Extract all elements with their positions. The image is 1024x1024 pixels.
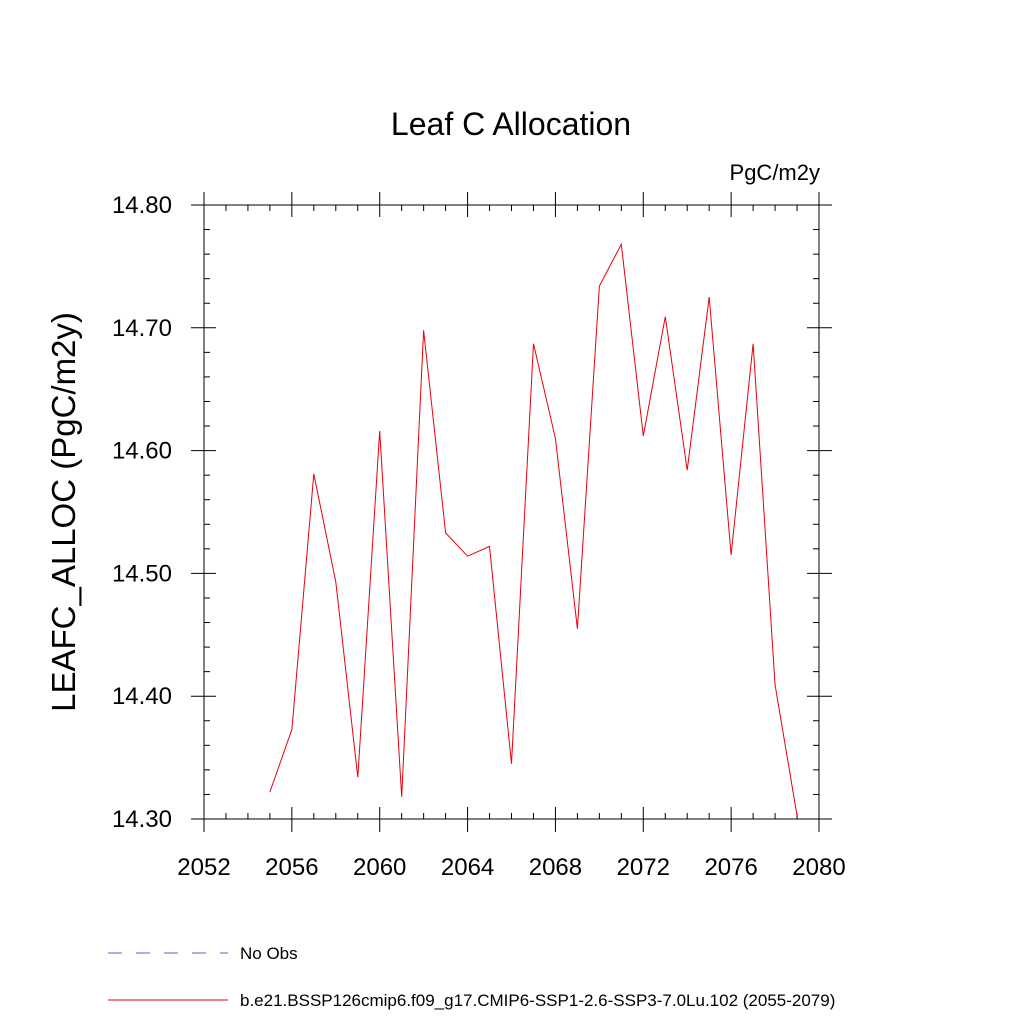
x-tick-label: 2060 [353, 854, 406, 881]
series-layer [269, 242, 798, 816]
plot-frame [203, 204, 820, 820]
y-tick-label: 14.50 [112, 560, 172, 587]
series-line-0 [269, 242, 798, 816]
x-tick-label: 2068 [529, 854, 582, 881]
legend-entry-1: b.e21.BSSP126cmip6.f09_g17.CMIP6-SSP1-2.… [240, 991, 835, 1010]
x-tick-label: 2064 [441, 854, 494, 881]
y-tick-label: 14.30 [112, 806, 172, 833]
x-tick-label: 2076 [704, 854, 757, 881]
chart-title: Leaf C Allocation [391, 106, 631, 142]
legend-entry-0: No Obs [240, 944, 298, 963]
legend: No Obs b.e21.BSSP126cmip6.f09_g17.CMIP6-S… [108, 944, 835, 1010]
y-tick-label: 14.80 [112, 192, 172, 219]
x-tick-label: 2072 [617, 854, 670, 881]
y-tick-label: 14.40 [112, 683, 172, 710]
y-tick-label: 14.60 [112, 438, 172, 465]
x-tick-label: 2056 [265, 854, 318, 881]
units-label: PgC/m2y [730, 160, 820, 185]
x-tick-label: 2052 [177, 854, 230, 881]
y-axis-label: LEAFC_ALLOC (PgC/m2y) [45, 312, 82, 712]
x-tick-label: 2080 [792, 854, 845, 881]
axis-tick-labels: 2052 2056 2060 2064 2068 2072 2076 2080 14.30 14.… [112, 192, 846, 881]
y-tick-label: 14.70 [112, 315, 172, 342]
